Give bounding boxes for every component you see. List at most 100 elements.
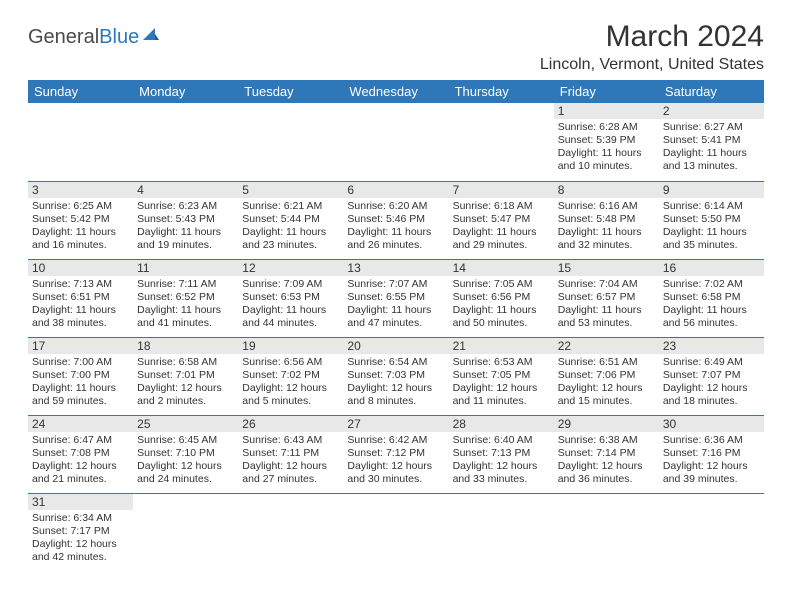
day-details: Sunrise: 6:42 AMSunset: 7:12 PMDaylight:… — [343, 432, 448, 491]
sunset-text: Sunset: 5:39 PM — [558, 134, 655, 147]
sunset-text: Sunset: 7:03 PM — [347, 369, 444, 382]
sunset-text: Sunset: 6:52 PM — [137, 291, 234, 304]
logo: GeneralBlue — [28, 26, 161, 49]
calendar-day: 10Sunrise: 7:13 AMSunset: 6:51 PMDayligh… — [28, 259, 133, 337]
calendar-table: SundayMondayTuesdayWednesdayThursdayFrid… — [28, 80, 764, 571]
calendar-day-empty — [238, 493, 343, 571]
sunset-text: Sunset: 5:50 PM — [663, 213, 760, 226]
daylight-text: Daylight: 12 hours and 2 minutes. — [137, 382, 234, 408]
calendar-day-empty — [343, 493, 448, 571]
sunrise-text: Sunrise: 6:36 AM — [663, 434, 760, 447]
calendar-day: 11Sunrise: 7:11 AMSunset: 6:52 PMDayligh… — [133, 259, 238, 337]
sunrise-text: Sunrise: 7:05 AM — [453, 278, 550, 291]
sunrise-text: Sunrise: 6:21 AM — [242, 200, 339, 213]
day-header: Thursday — [449, 80, 554, 103]
day-number: 8 — [554, 182, 659, 198]
calendar-day: 23Sunrise: 6:49 AMSunset: 7:07 PMDayligh… — [659, 337, 764, 415]
calendar-day: 8Sunrise: 6:16 AMSunset: 5:48 PMDaylight… — [554, 181, 659, 259]
calendar-day: 13Sunrise: 7:07 AMSunset: 6:55 PMDayligh… — [343, 259, 448, 337]
sunrise-text: Sunrise: 7:11 AM — [137, 278, 234, 291]
day-number: 13 — [343, 260, 448, 276]
daylight-text: Daylight: 11 hours and 41 minutes. — [137, 304, 234, 330]
sunset-text: Sunset: 5:41 PM — [663, 134, 760, 147]
day-header: Friday — [554, 80, 659, 103]
day-header: Wednesday — [343, 80, 448, 103]
logo-text-2: Blue — [99, 26, 139, 49]
calendar-week: 24Sunrise: 6:47 AMSunset: 7:08 PMDayligh… — [28, 415, 764, 493]
day-details: Sunrise: 7:11 AMSunset: 6:52 PMDaylight:… — [133, 276, 238, 335]
day-number: 4 — [133, 182, 238, 198]
daylight-text: Daylight: 11 hours and 44 minutes. — [242, 304, 339, 330]
sunset-text: Sunset: 7:05 PM — [453, 369, 550, 382]
sunrise-text: Sunrise: 6:54 AM — [347, 356, 444, 369]
day-details: Sunrise: 6:28 AMSunset: 5:39 PMDaylight:… — [554, 119, 659, 178]
day-number: 26 — [238, 416, 343, 432]
day-header: Saturday — [659, 80, 764, 103]
location: Lincoln, Vermont, United States — [540, 56, 764, 74]
day-header: Tuesday — [238, 80, 343, 103]
sunrise-text: Sunrise: 6:49 AM — [663, 356, 760, 369]
day-details: Sunrise: 6:49 AMSunset: 7:07 PMDaylight:… — [659, 354, 764, 413]
sunrise-text: Sunrise: 7:02 AM — [663, 278, 760, 291]
day-number: 19 — [238, 338, 343, 354]
day-details: Sunrise: 6:53 AMSunset: 7:05 PMDaylight:… — [449, 354, 554, 413]
sunset-text: Sunset: 5:44 PM — [242, 213, 339, 226]
day-header: Sunday — [28, 80, 133, 103]
sunset-text: Sunset: 7:01 PM — [137, 369, 234, 382]
sunset-text: Sunset: 6:56 PM — [453, 291, 550, 304]
calendar-week: 17Sunrise: 7:00 AMSunset: 7:00 PMDayligh… — [28, 337, 764, 415]
day-details: Sunrise: 6:21 AMSunset: 5:44 PMDaylight:… — [238, 198, 343, 257]
sunrise-text: Sunrise: 6:43 AM — [242, 434, 339, 447]
day-details: Sunrise: 7:00 AMSunset: 7:00 PMDaylight:… — [28, 354, 133, 413]
calendar-day: 17Sunrise: 7:00 AMSunset: 7:00 PMDayligh… — [28, 337, 133, 415]
sunset-text: Sunset: 7:00 PM — [32, 369, 129, 382]
day-number: 14 — [449, 260, 554, 276]
calendar-day: 16Sunrise: 7:02 AMSunset: 6:58 PMDayligh… — [659, 259, 764, 337]
calendar-day-empty — [449, 103, 554, 181]
sunrise-text: Sunrise: 6:34 AM — [32, 512, 129, 525]
calendar-header-row: SundayMondayTuesdayWednesdayThursdayFrid… — [28, 80, 764, 103]
daylight-text: Daylight: 11 hours and 35 minutes. — [663, 226, 760, 252]
day-details: Sunrise: 6:27 AMSunset: 5:41 PMDaylight:… — [659, 119, 764, 178]
sunrise-text: Sunrise: 7:09 AM — [242, 278, 339, 291]
calendar-day-empty — [554, 493, 659, 571]
sunrise-text: Sunrise: 6:40 AM — [453, 434, 550, 447]
daylight-text: Daylight: 12 hours and 5 minutes. — [242, 382, 339, 408]
calendar-day: 15Sunrise: 7:04 AMSunset: 6:57 PMDayligh… — [554, 259, 659, 337]
daylight-text: Daylight: 11 hours and 19 minutes. — [137, 226, 234, 252]
calendar-day: 30Sunrise: 6:36 AMSunset: 7:16 PMDayligh… — [659, 415, 764, 493]
day-details: Sunrise: 7:07 AMSunset: 6:55 PMDaylight:… — [343, 276, 448, 335]
day-details: Sunrise: 6:54 AMSunset: 7:03 PMDaylight:… — [343, 354, 448, 413]
day-details: Sunrise: 7:13 AMSunset: 6:51 PMDaylight:… — [28, 276, 133, 335]
day-number: 28 — [449, 416, 554, 432]
daylight-text: Daylight: 11 hours and 53 minutes. — [558, 304, 655, 330]
sunset-text: Sunset: 5:43 PM — [137, 213, 234, 226]
daylight-text: Daylight: 12 hours and 15 minutes. — [558, 382, 655, 408]
logo-text-1: General — [28, 26, 99, 49]
day-number: 29 — [554, 416, 659, 432]
day-details: Sunrise: 6:56 AMSunset: 7:02 PMDaylight:… — [238, 354, 343, 413]
day-number: 16 — [659, 260, 764, 276]
daylight-text: Daylight: 11 hours and 56 minutes. — [663, 304, 760, 330]
day-number: 3 — [28, 182, 133, 198]
calendar-day-empty — [659, 493, 764, 571]
daylight-text: Daylight: 12 hours and 30 minutes. — [347, 460, 444, 486]
calendar-day-empty — [449, 493, 554, 571]
calendar-day: 20Sunrise: 6:54 AMSunset: 7:03 PMDayligh… — [343, 337, 448, 415]
day-number: 5 — [238, 182, 343, 198]
sunset-text: Sunset: 6:58 PM — [663, 291, 760, 304]
sunrise-text: Sunrise: 7:13 AM — [32, 278, 129, 291]
daylight-text: Daylight: 12 hours and 33 minutes. — [453, 460, 550, 486]
sunrise-text: Sunrise: 6:58 AM — [137, 356, 234, 369]
daylight-text: Daylight: 12 hours and 18 minutes. — [663, 382, 760, 408]
sunrise-text: Sunrise: 6:16 AM — [558, 200, 655, 213]
day-details: Sunrise: 6:51 AMSunset: 7:06 PMDaylight:… — [554, 354, 659, 413]
sunrise-text: Sunrise: 6:23 AM — [137, 200, 234, 213]
day-number: 17 — [28, 338, 133, 354]
sunset-text: Sunset: 7:10 PM — [137, 447, 234, 460]
day-details: Sunrise: 7:05 AMSunset: 6:56 PMDaylight:… — [449, 276, 554, 335]
day-number: 31 — [28, 494, 133, 510]
sunrise-text: Sunrise: 7:04 AM — [558, 278, 655, 291]
sunrise-text: Sunrise: 6:25 AM — [32, 200, 129, 213]
day-details: Sunrise: 7:02 AMSunset: 6:58 PMDaylight:… — [659, 276, 764, 335]
